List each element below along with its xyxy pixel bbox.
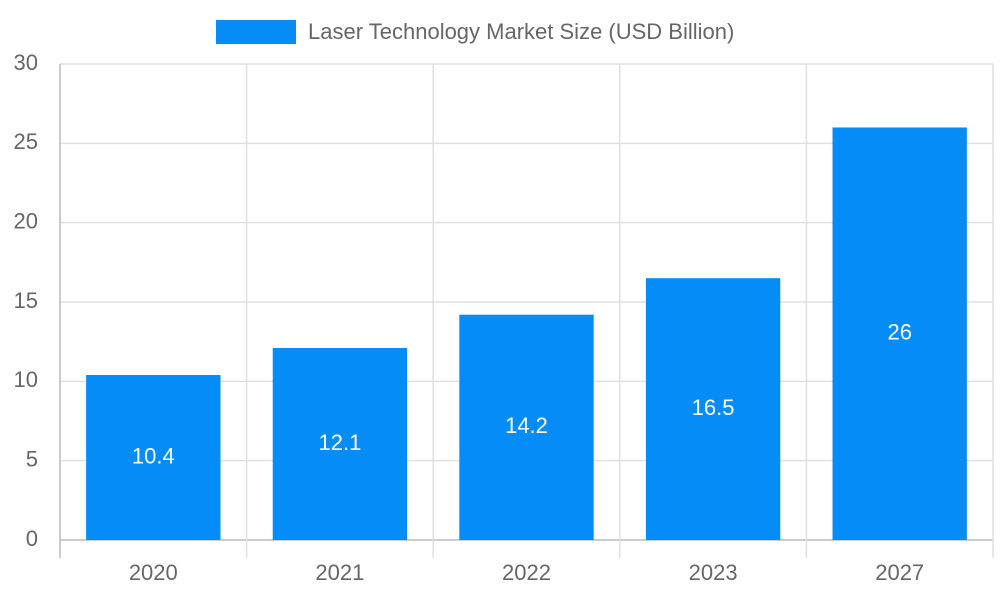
y-tick-label: 5 [26,446,38,471]
bar [86,374,221,540]
bar [459,314,594,540]
legend-swatch [216,20,296,44]
y-tick-label: 10 [14,367,38,392]
x-tick-label: 2022 [502,560,551,585]
bar [272,348,408,540]
y-tick-label: 30 [14,50,38,75]
bar [645,278,781,540]
bar [832,127,967,540]
data-label: 16.5 [692,395,735,420]
x-tick-label: 2023 [689,560,738,585]
data-label: 10.4 [132,443,175,468]
y-tick-label: 15 [14,288,38,313]
x-tick-label: 2027 [875,560,924,585]
y-tick-label: 25 [14,129,38,154]
x-tick-label: 2020 [129,560,178,585]
x-tick-label: 2021 [315,560,364,585]
data-label: 26 [887,320,911,345]
data-label: 12.1 [318,430,361,455]
y-tick-label: 20 [14,208,38,233]
y-tick-label: 0 [26,526,38,551]
legend-label: Laser Technology Market Size (USD Billio… [308,19,734,44]
data-label: 14.2 [505,413,548,438]
